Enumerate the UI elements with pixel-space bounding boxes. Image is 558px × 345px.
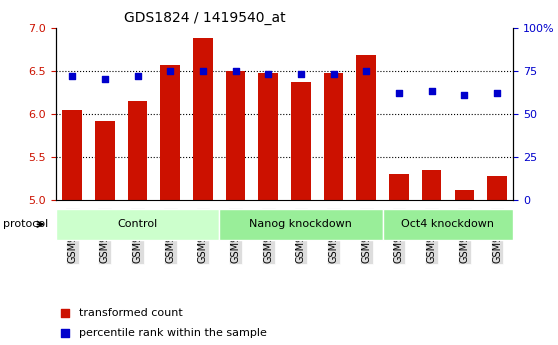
Bar [487, 176, 507, 200]
Bar [160, 65, 180, 200]
Text: Oct4 knockdown: Oct4 knockdown [402, 219, 494, 229]
Point [363, 243, 372, 248]
Bar [95, 121, 114, 200]
Bar [62, 110, 82, 200]
Text: transformed count: transformed count [79, 308, 182, 317]
Point [100, 77, 109, 82]
Point [427, 89, 436, 94]
Point [395, 90, 403, 96]
Text: Nanog knockdown: Nanog knockdown [249, 219, 352, 229]
Text: GDS1824 / 1419540_at: GDS1824 / 1419540_at [124, 11, 286, 25]
FancyBboxPatch shape [219, 209, 383, 240]
Bar [291, 82, 311, 200]
Point [68, 73, 76, 79]
Point [133, 73, 142, 79]
Text: protocol: protocol [3, 219, 48, 229]
Point [363, 55, 372, 60]
Point [166, 68, 175, 73]
Point [329, 71, 338, 77]
FancyBboxPatch shape [56, 209, 219, 240]
Bar [455, 190, 474, 200]
Bar [389, 174, 409, 200]
Bar [422, 170, 441, 200]
Bar [128, 101, 147, 200]
Bar [357, 55, 376, 200]
Point [362, 68, 371, 73]
Point [264, 71, 273, 77]
Point [493, 90, 502, 96]
Text: Control: Control [117, 219, 157, 229]
Point [460, 92, 469, 98]
Point [296, 71, 305, 77]
FancyBboxPatch shape [383, 209, 513, 240]
Point [199, 68, 208, 73]
Bar [258, 73, 278, 200]
Bar [226, 71, 246, 200]
Bar [324, 73, 343, 200]
Text: percentile rank within the sample: percentile rank within the sample [79, 328, 267, 338]
Bar [193, 38, 213, 200]
Point [231, 68, 240, 73]
